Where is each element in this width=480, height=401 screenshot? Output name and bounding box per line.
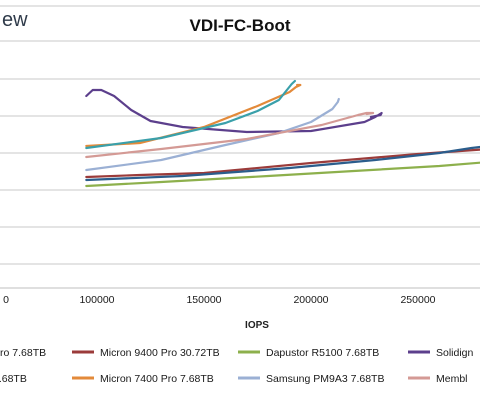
legend: Pro 7.68TB Micron 9400 Pro 30.72TB Dapusto…: [0, 347, 474, 385]
series-line-4: [85, 97, 340, 172]
x-tick-label: 100000: [79, 294, 114, 306]
chart-title: VDI-FC-Boot: [189, 16, 290, 35]
x-tick-label-partial: 0: [3, 294, 9, 306]
gridlines: [0, 5, 480, 265]
series-lines: [85, 79, 480, 188]
legend-label: Solidign: [436, 347, 474, 359]
series-line-7: [85, 79, 296, 150]
series-line-1: [85, 161, 480, 188]
legend-label: Membl: [436, 373, 468, 385]
legend-label: Micron 9400 Pro 30.72TB: [100, 347, 220, 359]
x-tick-label: 200000: [293, 294, 328, 306]
x-tick-label: 150000: [186, 294, 221, 306]
x-tick-label: 250000: [400, 294, 435, 306]
brand-logo-fragment: ew: [2, 9, 28, 31]
series-line-6: [85, 145, 480, 182]
x-axis-title: IOPS: [245, 320, 269, 331]
x-tick-labels: 0 100000 150000 200000 250000: [3, 294, 436, 306]
legend-label: Pro 7.68TB: [0, 347, 46, 359]
legend-label: Samsung PM9A3 7.68TB: [266, 373, 384, 385]
legend-label: Dapustor R5100 7.68TB: [266, 347, 379, 359]
series-line-2: [85, 88, 383, 134]
legend-label: Micron 7400 Pro 7.68TB: [100, 373, 214, 385]
series-line-5: [85, 111, 375, 159]
legend-label: 7.68TB: [0, 373, 27, 385]
